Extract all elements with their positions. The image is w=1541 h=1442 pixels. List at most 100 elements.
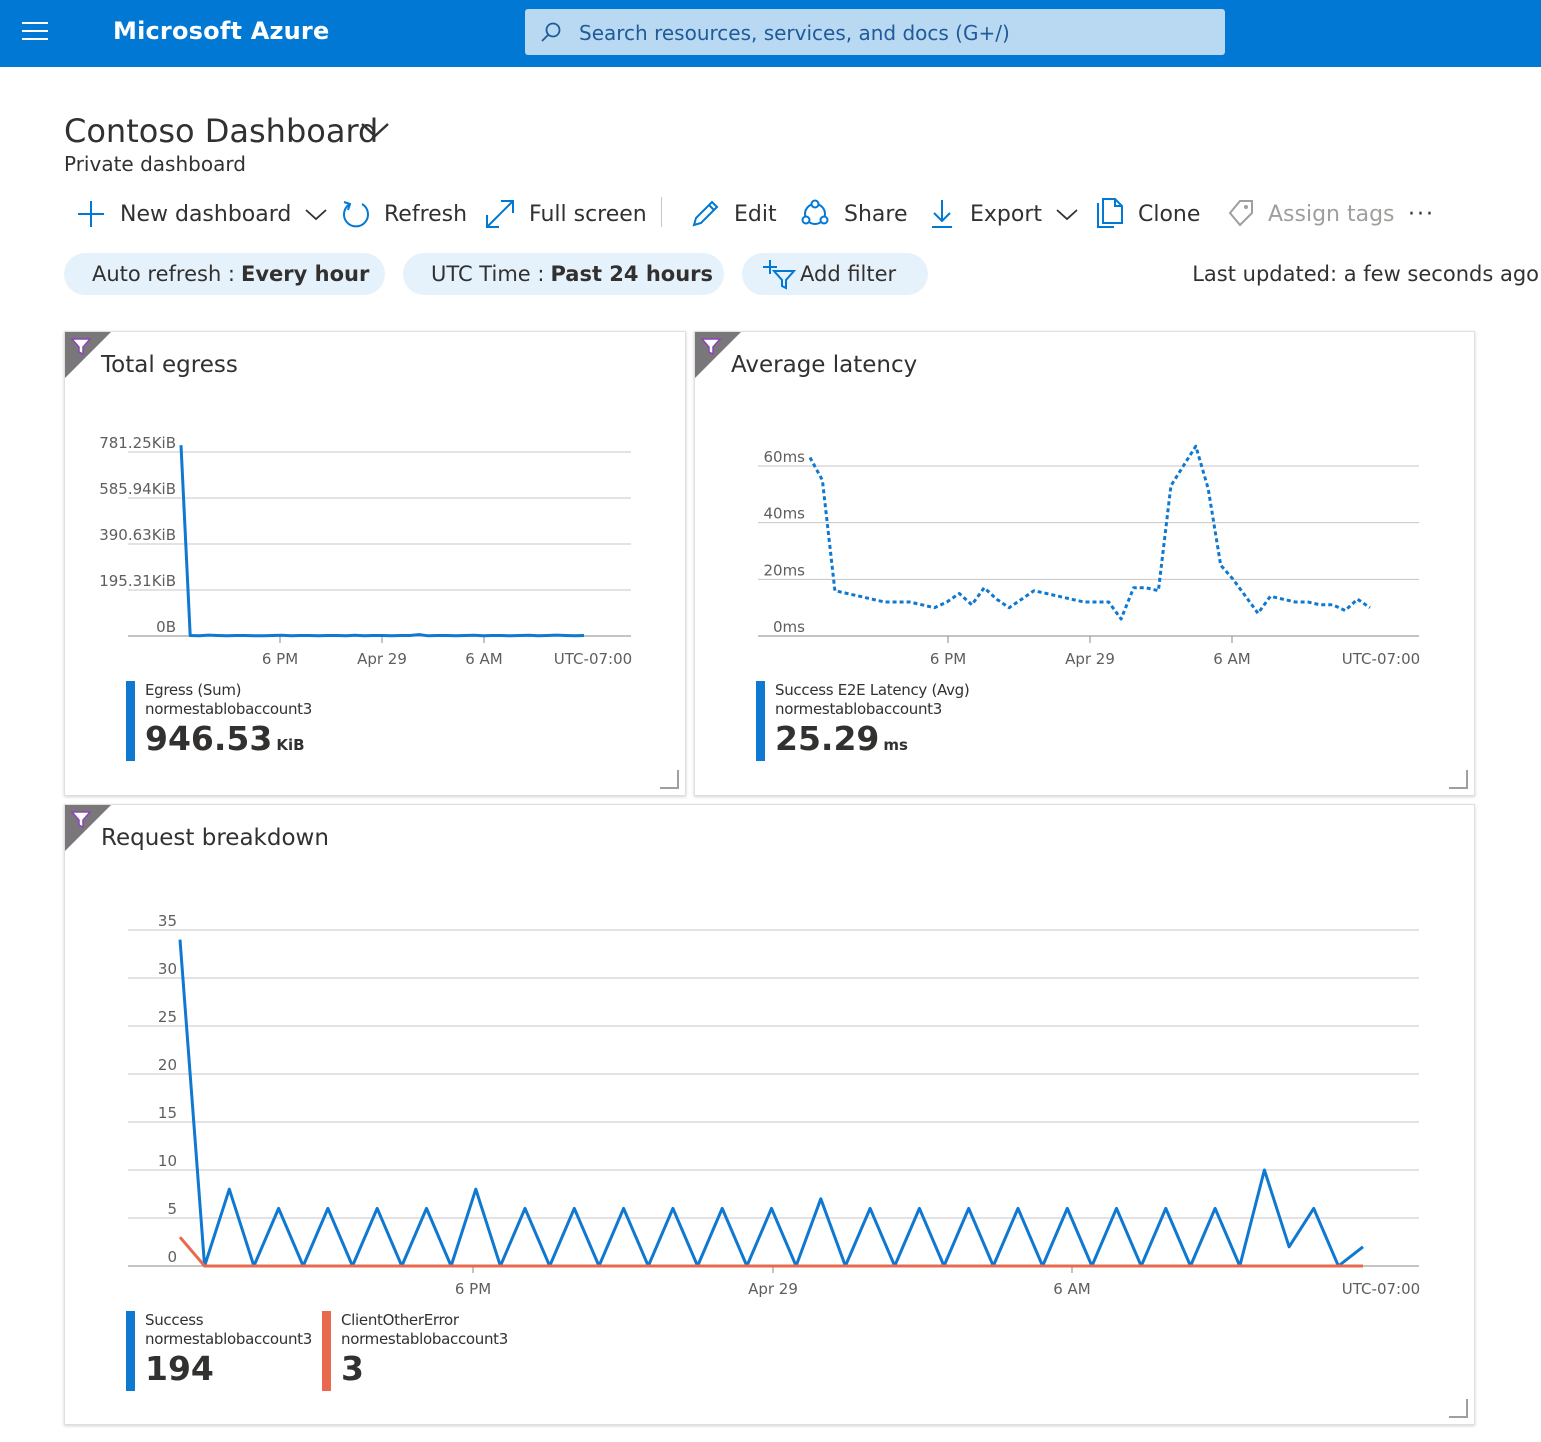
y-tick-label: 60ms — [763, 448, 805, 466]
time-range-pill[interactable]: UTC Time : Past 24 hours — [403, 253, 724, 295]
chevron-down-icon[interactable] — [1054, 204, 1080, 224]
filter-icon — [65, 332, 111, 378]
y-tick-label: 195.31KiB — [99, 572, 176, 590]
x-tick-label: Apr 29 — [1065, 650, 1115, 668]
tile-title: Request breakdown — [101, 825, 329, 851]
legend-color-swatch — [322, 1311, 331, 1391]
tile-average-latency[interactable]: Average latency 0ms 20ms 40ms 60ms 6 PM Apr 2… — [694, 331, 1475, 796]
search-box[interactable] — [525, 9, 1225, 55]
share-label: Share — [844, 201, 908, 227]
y-tick-label: 35 — [158, 912, 177, 930]
legend-metric-name: Success — [145, 1311, 204, 1329]
edit-button[interactable]: Edit — [688, 192, 777, 236]
filter-icon — [65, 805, 111, 851]
series-line-success[interactable] — [178, 939, 1364, 1268]
refresh-label: Refresh — [384, 201, 468, 227]
menu-icon[interactable] — [22, 22, 50, 46]
legend-color-swatch — [756, 681, 765, 761]
x-tick-label: 6 PM — [930, 650, 966, 668]
assign-tags-label: Assign tags — [1268, 201, 1395, 227]
legend-value: 194 — [145, 1349, 214, 1388]
tile-title: Total egress — [101, 352, 238, 378]
y-tick-label: 0ms — [773, 618, 805, 636]
series-line-clientothererror[interactable] — [178, 1236, 1363, 1268]
x-tick-label: 6 AM — [1213, 650, 1251, 668]
auto-refresh-value: Every hour — [241, 262, 370, 286]
legend-value: 946.53 KiB — [145, 719, 305, 758]
requests-chart[interactable]: 0 5 10 15 20 25 30 35 6 PM Apr 29 6 AM UTC-07:00 — [65, 805, 1474, 1424]
clone-button[interactable]: Clone — [1094, 192, 1200, 236]
full-screen-icon — [486, 200, 514, 228]
series-line-egress-sum[interactable] — [179, 445, 585, 638]
auto-refresh-pill[interactable]: Auto refresh : Every hour — [64, 253, 385, 295]
x-tick-label: Apr 29 — [357, 650, 407, 668]
chevron-down-icon[interactable] — [303, 204, 329, 224]
new-dashboard-button[interactable]: New dashboard — [74, 192, 341, 236]
egress-chart[interactable]: 0B 195.31KiB 390.63KiB 585.94KiB 781.25KiB 6 … — [65, 332, 685, 795]
chevron-down-icon[interactable] — [358, 116, 392, 142]
time-range-value: Past 24 hours — [550, 262, 714, 286]
legend-color-swatch — [126, 681, 135, 761]
legend-color-swatch — [126, 1311, 135, 1391]
legend-value: 25.29 ms — [775, 719, 908, 758]
search-input[interactable] — [577, 15, 1201, 51]
y-tick-label: 5 — [167, 1200, 177, 1218]
dashboard-title: Contoso Dashboard — [64, 112, 379, 150]
y-tick-label: 20ms — [763, 561, 805, 579]
plus-icon — [78, 201, 104, 227]
x-tick-label: 6 PM — [455, 1280, 491, 1298]
legend-resource-name: normestablobaccount3 — [145, 700, 313, 718]
y-tick-label: 585.94KiB — [99, 480, 176, 498]
legend-metric-name: ClientOtherError — [341, 1311, 459, 1329]
resize-handle-icon[interactable] — [1448, 1398, 1468, 1418]
top-bar: Microsoft Azure — [0, 0, 1541, 67]
y-tick-label: 20 — [158, 1056, 177, 1074]
y-tick-label: 30 — [158, 960, 177, 978]
full-screen-label: Full screen — [529, 201, 647, 227]
y-tick-label: 25 — [158, 1008, 177, 1026]
tag-icon — [1228, 200, 1253, 227]
export-label: Export — [970, 201, 1043, 227]
assign-tags-button[interactable]: Assign tags — [1226, 192, 1395, 236]
series-line-success-e2e-latency-avg[interactable] — [808, 444, 1371, 621]
new-dashboard-label: New dashboard — [120, 201, 292, 227]
tile-total-egress[interactable]: Total egress 0B 195.31KiB 390.63KiB 585.94K… — [64, 331, 686, 796]
last-updated-text: Last updated: a few seconds ago — [1192, 262, 1539, 286]
legend-metric-name: Success E2E Latency (Avg) — [775, 681, 970, 699]
x-tick-label: 6 AM — [1053, 1280, 1091, 1298]
add-filter-pill[interactable]: Add filter — [742, 253, 928, 295]
export-button[interactable]: Export — [926, 192, 1092, 236]
y-tick-label: 40ms — [763, 505, 805, 523]
tile-request-breakdown[interactable]: Request breakdown 0 5 10 15 20 25 30 35 6 PM Apr … — [64, 804, 1475, 1425]
refresh-icon — [343, 201, 369, 228]
brand-title[interactable]: Microsoft Azure — [113, 17, 330, 45]
share-icon — [801, 199, 829, 225]
clone-icon — [1097, 198, 1123, 228]
toolbar-divider — [661, 197, 662, 227]
y-tick-label: 0B — [156, 618, 176, 636]
resize-handle-icon[interactable] — [659, 769, 679, 789]
refresh-button[interactable]: Refresh — [340, 192, 467, 236]
legend-value: 3 — [341, 1349, 364, 1388]
x-tick-label: UTC-07:00 — [1342, 650, 1420, 668]
y-tick-label: 15 — [158, 1104, 177, 1122]
search-icon — [541, 22, 561, 42]
filter-icon — [695, 332, 741, 378]
full-screen-button[interactable]: Full screen — [483, 192, 647, 236]
x-tick-label: Apr 29 — [748, 1280, 798, 1298]
y-tick-label: 390.63KiB — [99, 526, 176, 544]
x-tick-label: 6 AM — [465, 650, 503, 668]
y-tick-label: 10 — [158, 1152, 177, 1170]
legend-resource-name: normestablobaccount3 — [775, 700, 943, 718]
download-icon — [932, 200, 952, 228]
y-tick-label: 781.25KiB — [99, 434, 176, 452]
share-button[interactable]: Share — [798, 192, 908, 236]
clone-label: Clone — [1138, 201, 1201, 227]
legend-value-unit: ms — [883, 736, 908, 754]
time-range-label: UTC Time : — [431, 262, 545, 286]
more-options-button[interactable]: ··· — [1408, 201, 1435, 227]
legend-value-unit: KiB — [276, 736, 305, 754]
resize-handle-icon[interactable] — [1448, 769, 1468, 789]
latency-chart[interactable]: 0ms 20ms 40ms 60ms 6 PM Apr 29 6 AM UTC-07:00 — [695, 332, 1474, 795]
x-tick-label: UTC-07:00 — [1342, 1280, 1420, 1298]
